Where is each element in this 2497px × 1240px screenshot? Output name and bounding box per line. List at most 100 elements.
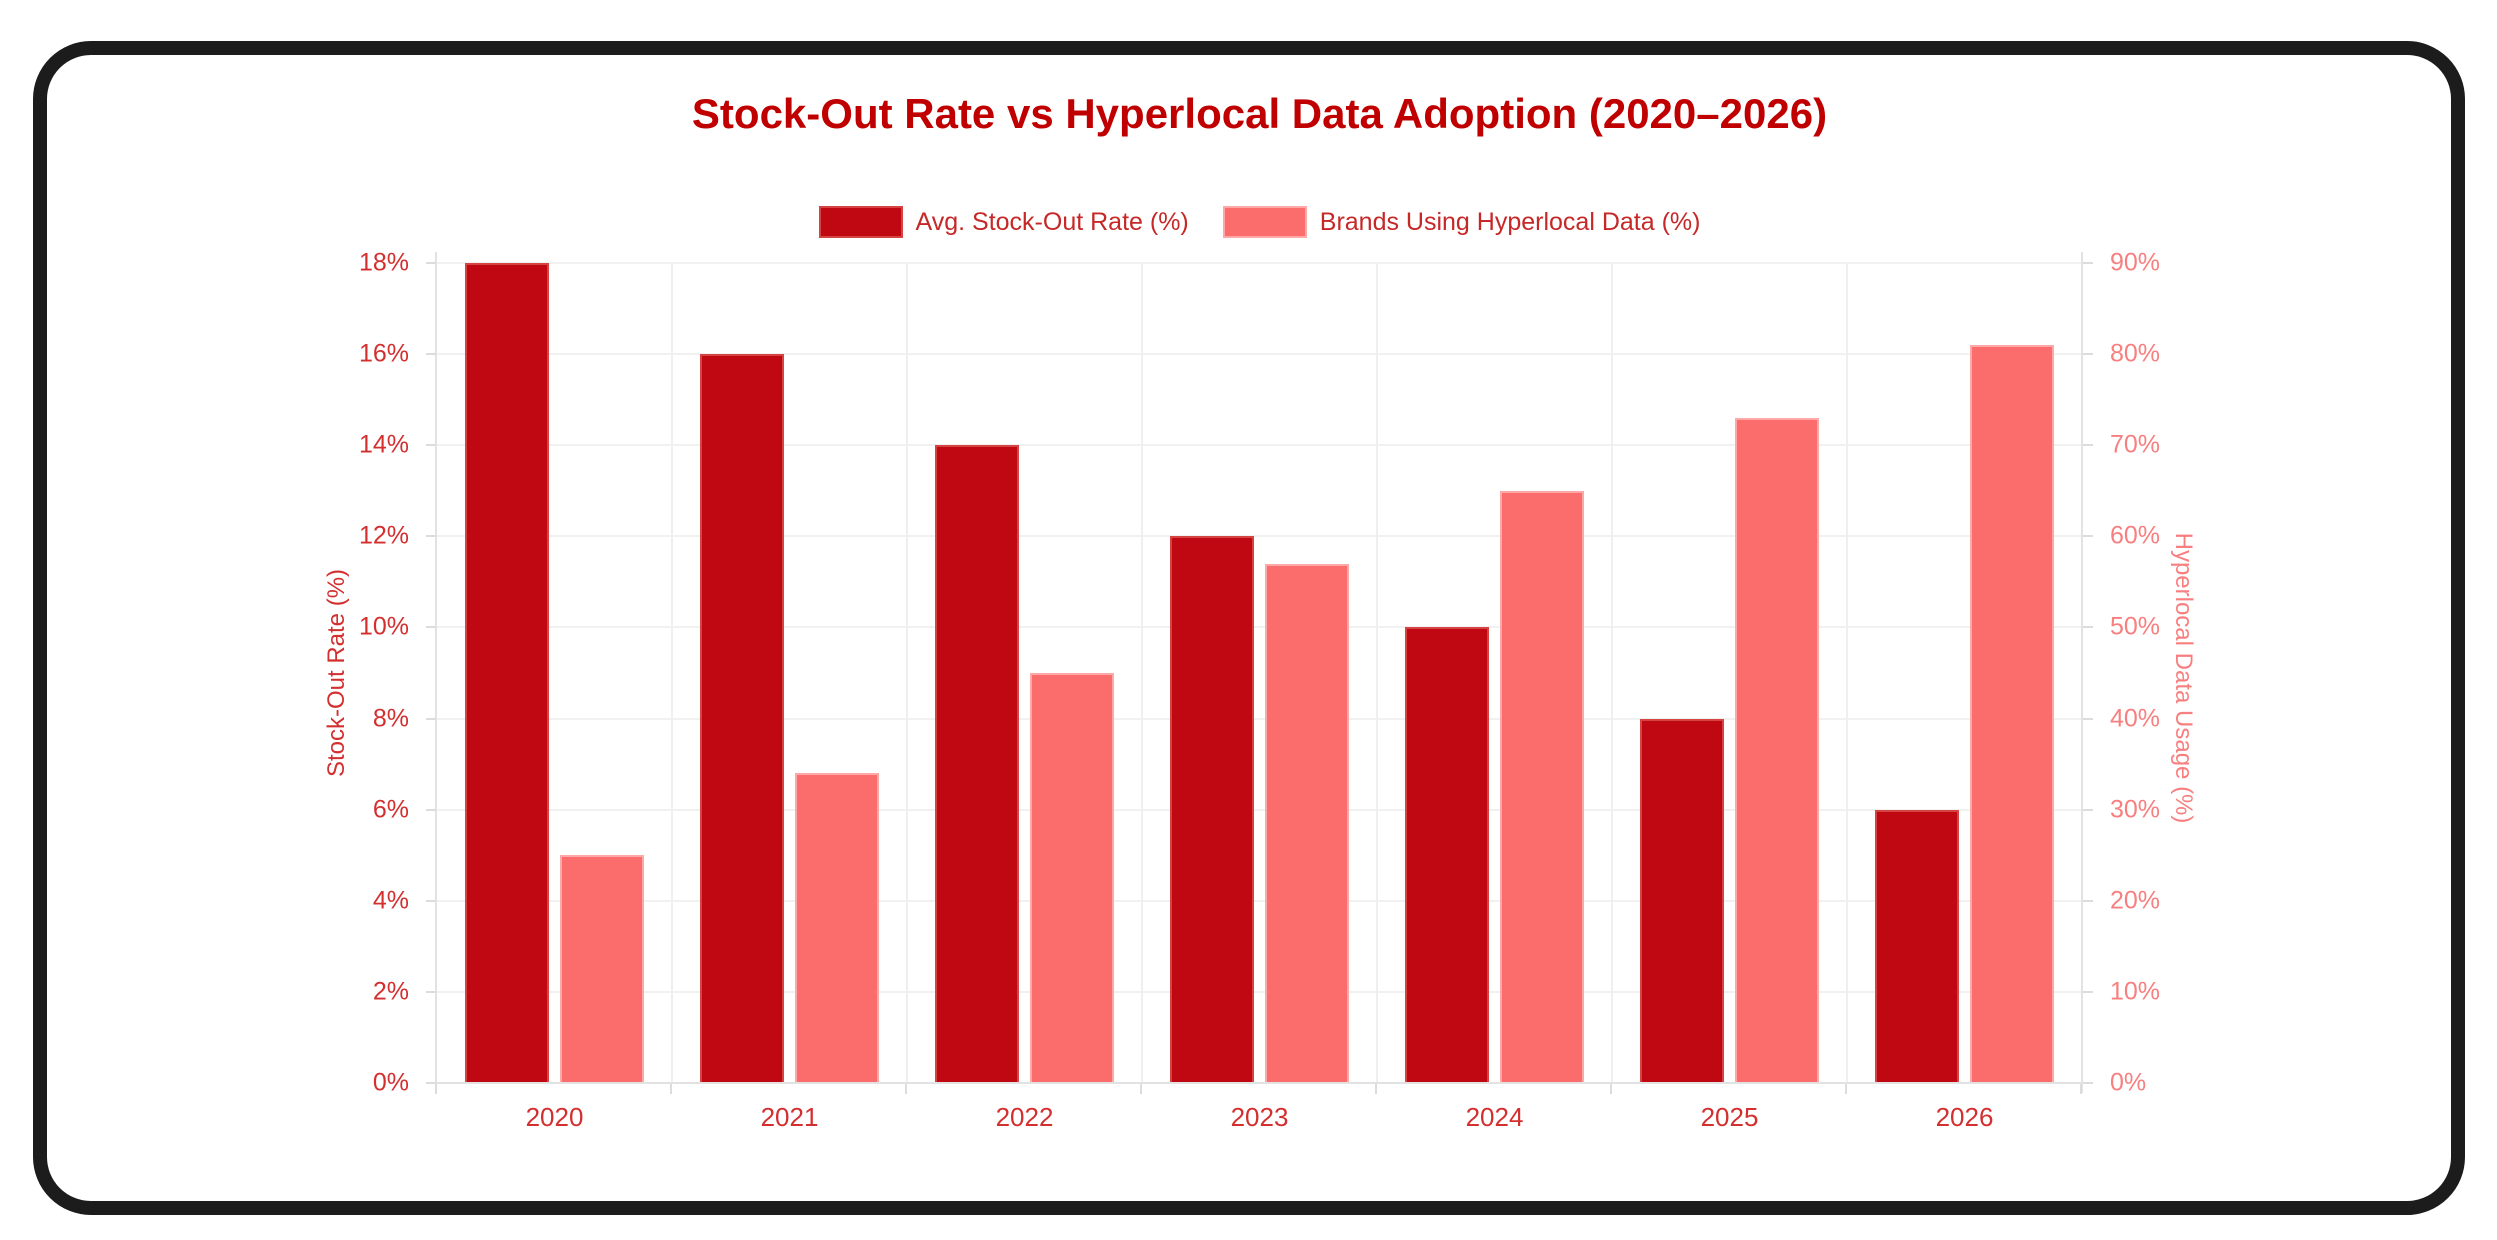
right-axis-line <box>2081 252 2083 1093</box>
tick-mark <box>905 1084 907 1094</box>
left-y-tick-label: 8% <box>372 704 409 733</box>
legend-item-stock-out-rate[interactable]: Avg. Stock-Out Rate (%) <box>818 206 1189 238</box>
h-gridline <box>437 444 2082 447</box>
hyperlocal-bar-2026[interactable] <box>1970 345 2054 1083</box>
tick-mark <box>2083 899 2093 902</box>
stock-out-bar-2025[interactable] <box>1640 718 1724 1083</box>
left-y-tick-label: 12% <box>358 521 409 550</box>
stock-out-bar-2022[interactable] <box>935 445 1019 1083</box>
x-tick-label-2026: 2026 <box>1935 1102 1994 1132</box>
bar-group-2020 <box>437 263 672 1083</box>
bar-group-2021 <box>672 263 907 1083</box>
tick-mark <box>426 353 436 356</box>
tick-mark <box>2083 990 2093 993</box>
tick-mark <box>2083 262 2093 264</box>
tick-mark <box>426 808 436 811</box>
x-tick-label-2024: 2024 <box>1465 1102 1524 1132</box>
left-y-tick-label: 6% <box>372 795 409 824</box>
right-y-tick-label: 80% <box>2110 339 2161 368</box>
stock-out-bar-2020[interactable] <box>465 263 549 1083</box>
tick-mark <box>2083 626 2093 629</box>
right-axis-tick-labels: 0% 10% 20% 30% 40% 50% 60% 70% 80% 90% <box>2092 249 2242 1097</box>
left-y-tick-label: 16% <box>358 339 409 368</box>
h-gridline <box>437 808 2082 811</box>
x-tick-label-2025: 2025 <box>1700 1102 1759 1132</box>
h-gridline <box>437 353 2082 356</box>
h-gridline <box>437 899 2082 902</box>
x-axis-tick-labels: 2020 2021 2022 2023 2024 2025 2026 <box>437 1102 2082 1142</box>
v-gridline <box>905 263 908 1083</box>
right-y-tick-label: 70% <box>2110 430 2161 459</box>
tick-mark <box>426 626 436 629</box>
tick-mark <box>426 535 436 538</box>
left-y-tick-label: 10% <box>358 612 409 641</box>
legend-swatch-hyperlocal-icon <box>1222 206 1307 238</box>
hyperlocal-bar-2024[interactable] <box>1500 490 1584 1083</box>
v-gridline <box>1375 263 1378 1083</box>
bar-group-2024 <box>1377 263 1612 1083</box>
h-gridline <box>437 717 2082 720</box>
tick-mark <box>1610 1084 1612 1094</box>
right-y-tick-label: 30% <box>2110 795 2161 824</box>
hyperlocal-bar-2020[interactable] <box>560 855 644 1083</box>
tick-mark <box>426 717 436 720</box>
right-y-tick-label: 60% <box>2110 521 2161 550</box>
chart-legend: Avg. Stock-Out Rate (%) Brands Using Hyp… <box>437 206 2082 238</box>
stock-out-bar-2021[interactable] <box>700 354 784 1083</box>
tick-mark <box>1845 1084 1847 1094</box>
right-y-tick-label: 40% <box>2110 704 2161 733</box>
hyperlocal-bar-2022[interactable] <box>1030 673 1114 1083</box>
tick-mark <box>426 444 436 447</box>
left-y-tick-label: 0% <box>372 1068 409 1097</box>
tick-mark <box>426 990 436 993</box>
x-tick-label-2023: 2023 <box>1230 1102 1289 1132</box>
bar-group-2023 <box>1142 263 1377 1083</box>
hyperlocal-bar-2025[interactable] <box>1735 417 1819 1083</box>
left-axis-tick-labels: 0% 2% 4% 6% 8% 10% 12% 14% 16% 18% <box>300 249 425 1097</box>
legend-label-stock-out: Avg. Stock-Out Rate (%) <box>915 207 1189 236</box>
h-gridline <box>437 535 2082 538</box>
tick-mark <box>1375 1084 1377 1094</box>
tick-mark <box>426 899 436 902</box>
tick-mark <box>2080 1084 2082 1094</box>
bar-group-2025 <box>1612 263 1847 1083</box>
right-y-tick-label: 0% <box>2110 1068 2147 1097</box>
plot-area[interactable] <box>437 262 2082 1083</box>
legend-swatch-stock-out-icon <box>818 206 903 238</box>
tick-mark <box>2083 717 2093 720</box>
right-y-tick-label: 20% <box>2110 886 2161 915</box>
tick-mark <box>2083 1082 2093 1084</box>
tick-mark <box>435 1084 437 1094</box>
left-y-tick-label: 2% <box>372 977 409 1006</box>
stock-out-bar-2023[interactable] <box>1170 536 1254 1083</box>
left-y-tick-label: 4% <box>372 886 409 915</box>
tick-mark <box>2083 444 2093 447</box>
legend-label-hyperlocal: Brands Using Hyperlocal Data (%) <box>1319 207 1701 236</box>
h-gridline <box>437 626 2082 629</box>
tick-mark <box>2083 808 2093 811</box>
bar-group-2026 <box>1847 263 2082 1083</box>
tick-mark <box>670 1084 672 1094</box>
left-y-tick-label: 18% <box>358 248 409 277</box>
bar-group-2022 <box>907 263 1142 1083</box>
x-tick-label-2020: 2020 <box>525 1102 584 1132</box>
tick-mark <box>2083 353 2093 356</box>
right-y-tick-label: 50% <box>2110 612 2161 641</box>
stock-out-bar-2026[interactable] <box>1875 809 1959 1083</box>
v-gridline <box>1846 263 1848 1083</box>
right-y-tick-label: 10% <box>2110 977 2161 1006</box>
hyperlocal-bar-2023[interactable] <box>1265 563 1349 1083</box>
right-y-tick-label: 90% <box>2110 248 2161 277</box>
v-gridline <box>1141 263 1143 1083</box>
tick-mark <box>2083 535 2093 538</box>
hyperlocal-bar-2021[interactable] <box>795 773 879 1083</box>
left-y-tick-label: 14% <box>358 430 409 459</box>
page-title: Stock-Out Rate vs Hyperlocal Data Adopti… <box>691 90 1828 137</box>
left-axis-line <box>435 252 437 1093</box>
legend-item-hyperlocal-data[interactable]: Brands Using Hyperlocal Data (%) <box>1222 206 1701 238</box>
tick-mark <box>1140 1084 1142 1094</box>
h-gridline <box>437 990 2082 993</box>
stock-out-bar-2024[interactable] <box>1405 627 1489 1083</box>
x-tick-label-2022: 2022 <box>995 1102 1054 1132</box>
